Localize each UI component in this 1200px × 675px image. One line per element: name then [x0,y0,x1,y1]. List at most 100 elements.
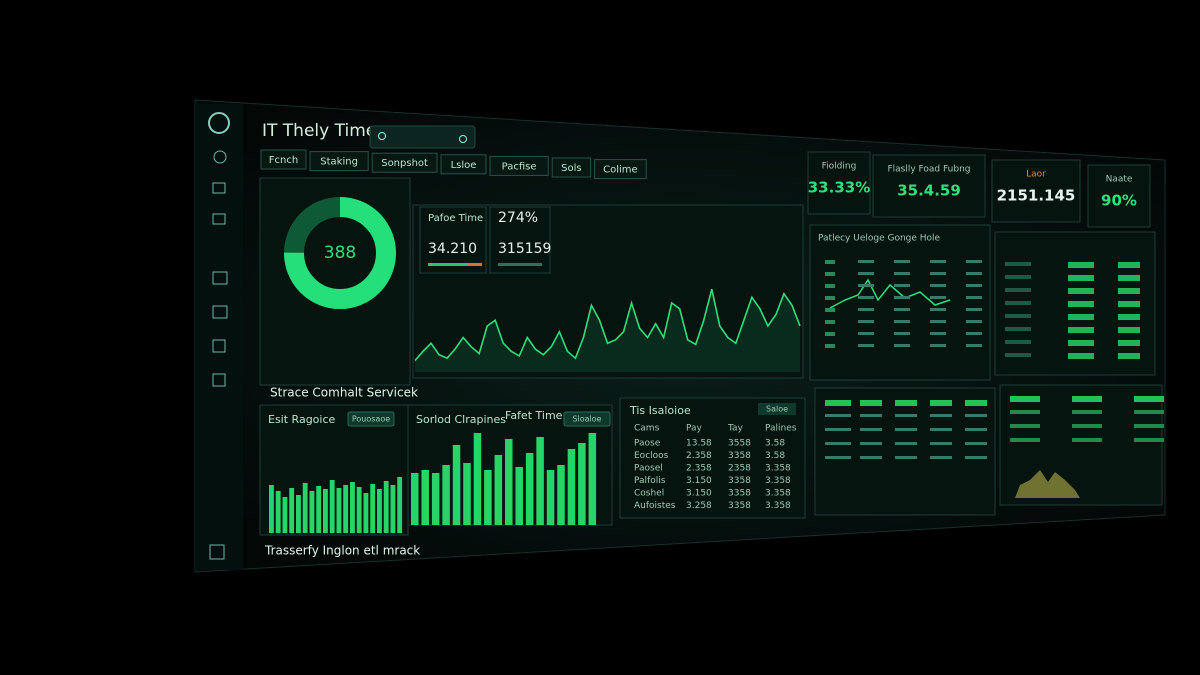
tab-label: Sonpshot [381,158,428,169]
row-placeholder [965,428,987,431]
kpi-label: Naate [1106,175,1133,185]
tab[interactable] [309,151,369,172]
bar [557,465,565,525]
bar [370,484,376,533]
tab[interactable] [489,155,549,176]
bar [567,449,576,525]
row-placeholder [965,400,987,406]
nav-icon[interactable] [212,182,226,194]
column-header: Cams [634,424,660,434]
table-cell: 3358 [728,489,751,499]
search-box[interactable] [369,125,476,149]
tab[interactable] [551,157,592,178]
nav-icon[interactable] [212,339,226,353]
row-placeholder [825,260,835,264]
stat-card [489,206,551,274]
row-placeholder [1005,275,1031,279]
bar [397,477,403,533]
row-placeholder [858,272,874,275]
right-table-panel [814,387,996,516]
donut-arc [284,197,396,309]
row-placeholder [858,260,874,263]
bar [494,455,503,525]
row-placeholder [1068,301,1094,307]
row-placeholder [1134,424,1164,428]
table-cell: 3.258 [686,501,712,511]
bar [578,443,586,525]
row-placeholder [858,296,874,299]
table-cell: Palfolis [634,476,666,486]
column-header: Tay [727,424,744,434]
nav-icon[interactable] [212,271,228,285]
table-cell: 3358 [728,451,751,461]
footer-text: Trasserfy Inglon etl mrack [264,544,420,558]
logo-icon[interactable] [208,112,230,134]
tab[interactable] [260,149,307,170]
bar [484,470,492,525]
tab[interactable] [594,159,647,180]
row-placeholder [1072,424,1102,428]
row-placeholder [825,414,851,417]
row-placeholder [1068,275,1094,281]
table-cell: 2.358 [686,451,712,461]
table-cell: 3.358 [765,501,791,511]
row-placeholder [858,332,874,335]
tab-label: Colime [603,165,638,176]
row-placeholder [1072,410,1102,414]
kpi-value: 2151.145 [997,187,1076,205]
badge[interactable] [563,411,611,427]
tab-label: Sols [561,163,581,174]
table-cell: 3.150 [686,489,712,499]
nav-icon[interactable] [212,373,226,387]
nav-icon[interactable] [213,150,227,164]
tab[interactable] [440,154,487,175]
row-placeholder [825,296,835,300]
row-placeholder [1134,410,1164,414]
row-placeholder [1118,340,1140,346]
panel-title: Esit Ragoice [268,413,336,426]
bar [282,497,288,533]
tab-label: Pacfise [502,161,537,172]
stat-bar [428,263,482,266]
row-placeholder [1068,288,1094,294]
row-placeholder [1068,340,1094,346]
nav-icon[interactable] [212,213,226,225]
row-placeholder [930,272,946,275]
nav-icon[interactable] [209,544,225,560]
badge[interactable] [758,403,796,415]
kpi-value: 33.33% [808,179,870,197]
kpi-card [872,154,986,218]
row-placeholder [895,442,917,445]
row-placeholder [966,296,982,299]
row-placeholder [930,428,952,431]
row-placeholder [858,284,874,287]
bar [421,470,429,525]
bar [463,463,471,525]
row-placeholder [825,400,851,406]
row-placeholder [825,320,835,324]
bar [536,437,544,525]
bar [383,481,389,533]
nav-icon[interactable] [212,305,228,319]
tab[interactable] [371,152,438,173]
bar [356,487,362,533]
row-placeholder [825,284,835,288]
row-placeholder [825,442,851,445]
table-cell: 3358 [728,476,751,486]
row-placeholder [1005,262,1031,266]
stat-bar [498,263,542,266]
bar [343,485,349,533]
bar [350,482,355,533]
row-placeholder [858,308,874,311]
stat-value: 315159 [498,241,551,257]
bar [473,433,482,525]
stat-card [419,206,487,274]
kpi-card [807,151,871,215]
kpi-value: 35.4.59 [897,182,961,200]
badge[interactable] [347,411,395,427]
row-placeholder [1072,396,1102,402]
row-placeholder [860,400,882,406]
row-placeholder [966,308,982,311]
row-placeholder [930,456,952,459]
row-placeholder [894,320,910,323]
